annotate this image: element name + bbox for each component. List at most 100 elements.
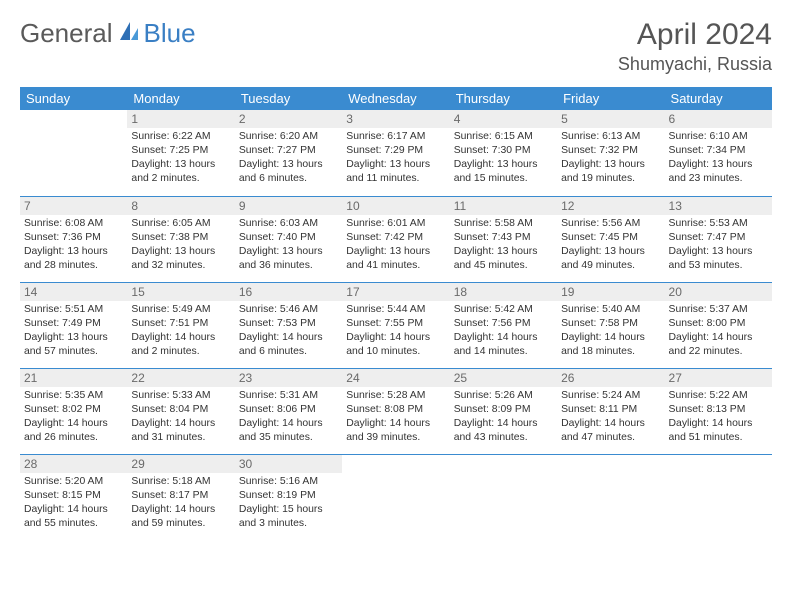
day-info-line: Sunrise: 6:22 AM bbox=[131, 130, 230, 144]
weekday-header: Monday bbox=[127, 87, 234, 110]
day-info-line: Sunset: 7:55 PM bbox=[346, 317, 445, 331]
calendar-day-cell: 23Sunrise: 5:31 AMSunset: 8:06 PMDayligh… bbox=[235, 368, 342, 454]
day-info-line: Sunset: 7:29 PM bbox=[346, 144, 445, 158]
day-info-line: and 15 minutes. bbox=[454, 172, 553, 186]
day-info-line: Daylight: 13 hours bbox=[24, 331, 123, 345]
day-info-line: and 59 minutes. bbox=[131, 517, 230, 531]
day-info-line: Sunset: 8:11 PM bbox=[561, 403, 660, 417]
day-info: Sunrise: 6:08 AMSunset: 7:36 PMDaylight:… bbox=[24, 217, 123, 273]
day-number: 30 bbox=[235, 455, 342, 473]
weekday-header: Thursday bbox=[450, 87, 557, 110]
day-info-line: Sunrise: 6:13 AM bbox=[561, 130, 660, 144]
calendar-day-cell bbox=[557, 454, 664, 540]
day-info-line: Daylight: 14 hours bbox=[561, 417, 660, 431]
calendar-week-row: 7 Sunrise: 6:08 AMSunset: 7:36 PMDaylight… bbox=[20, 196, 772, 282]
day-info-line: Sunset: 8:09 PM bbox=[454, 403, 553, 417]
day-info-line: Sunrise: 6:05 AM bbox=[131, 217, 230, 231]
day-info-line: Daylight: 13 hours bbox=[346, 158, 445, 172]
day-info-line: Sunrise: 6:01 AM bbox=[346, 217, 445, 231]
day-number: 19 bbox=[557, 283, 664, 301]
calendar-day-cell: 9Sunrise: 6:03 AMSunset: 7:40 PMDaylight… bbox=[235, 196, 342, 282]
day-info: Sunrise: 6:20 AMSunset: 7:27 PMDaylight:… bbox=[239, 130, 338, 186]
calendar-day-cell: 12Sunrise: 5:56 AMSunset: 7:45 PMDayligh… bbox=[557, 196, 664, 282]
day-info-line: and 32 minutes. bbox=[131, 259, 230, 273]
day-info-line: and 47 minutes. bbox=[561, 431, 660, 445]
day-info-line: Sunrise: 5:18 AM bbox=[131, 475, 230, 489]
calendar-day-cell: 29Sunrise: 5:18 AMSunset: 8:17 PMDayligh… bbox=[127, 454, 234, 540]
day-info-line: Sunrise: 5:16 AM bbox=[239, 475, 338, 489]
day-info-line: Sunset: 7:32 PM bbox=[561, 144, 660, 158]
day-info-line: and 53 minutes. bbox=[669, 259, 768, 273]
day-info-line: and 6 minutes. bbox=[239, 345, 338, 359]
day-info-line: Daylight: 14 hours bbox=[454, 417, 553, 431]
day-info-line: Sunset: 7:42 PM bbox=[346, 231, 445, 245]
calendar-day-cell: 11 Sunrise: 5:58 AMSunset: 7:43 PMDayligh… bbox=[450, 196, 557, 282]
day-info-line: Sunrise: 5:31 AM bbox=[239, 389, 338, 403]
day-info-line: Daylight: 14 hours bbox=[561, 331, 660, 345]
day-info-line: Daylight: 14 hours bbox=[669, 417, 768, 431]
day-info: Sunrise: 5:42 AMSunset: 7:56 PMDaylight:… bbox=[454, 303, 553, 359]
day-info-line: Daylight: 13 hours bbox=[669, 245, 768, 259]
day-info-line: and 19 minutes. bbox=[561, 172, 660, 186]
calendar-day-cell: 22Sunrise: 5:33 AMSunset: 8:04 PMDayligh… bbox=[127, 368, 234, 454]
day-info-line: Sunrise: 6:10 AM bbox=[669, 130, 768, 144]
day-info-line: and 2 minutes. bbox=[131, 345, 230, 359]
calendar-week-row: 14Sunrise: 5:51 AMSunset: 7:49 PMDayligh… bbox=[20, 282, 772, 368]
day-info: Sunrise: 5:58 AMSunset: 7:43 PMDaylight:… bbox=[454, 217, 553, 273]
title-block: April 2024 Shumyachi, Russia bbox=[618, 18, 772, 75]
day-info-line: and 41 minutes. bbox=[346, 259, 445, 273]
day-info-line: Sunrise: 5:42 AM bbox=[454, 303, 553, 317]
day-number: 12 bbox=[557, 197, 664, 215]
day-info-line: Daylight: 13 hours bbox=[561, 245, 660, 259]
calendar-day-cell: 20Sunrise: 5:37 AMSunset: 8:00 PMDayligh… bbox=[665, 282, 772, 368]
day-info-line: and 49 minutes. bbox=[561, 259, 660, 273]
day-info-line: Daylight: 14 hours bbox=[131, 503, 230, 517]
day-info-line: Sunset: 8:15 PM bbox=[24, 489, 123, 503]
day-info-line: Sunset: 7:47 PM bbox=[669, 231, 768, 245]
day-info-line: Daylight: 13 hours bbox=[131, 245, 230, 259]
day-info-line: and 39 minutes. bbox=[346, 431, 445, 445]
day-info: Sunrise: 5:22 AMSunset: 8:13 PMDaylight:… bbox=[669, 389, 768, 445]
day-info-line: and 45 minutes. bbox=[454, 259, 553, 273]
calendar-week-row: 21Sunrise: 5:35 AMSunset: 8:02 PMDayligh… bbox=[20, 368, 772, 454]
calendar-day-cell: 15Sunrise: 5:49 AMSunset: 7:51 PMDayligh… bbox=[127, 282, 234, 368]
day-info: Sunrise: 5:24 AMSunset: 8:11 PMDaylight:… bbox=[561, 389, 660, 445]
calendar-day-cell: 14Sunrise: 5:51 AMSunset: 7:49 PMDayligh… bbox=[20, 282, 127, 368]
calendar-day-cell: 16Sunrise: 5:46 AMSunset: 7:53 PMDayligh… bbox=[235, 282, 342, 368]
day-info: Sunrise: 5:26 AMSunset: 8:09 PMDaylight:… bbox=[454, 389, 553, 445]
day-info-line: and 28 minutes. bbox=[24, 259, 123, 273]
day-info-line: Sunrise: 5:28 AM bbox=[346, 389, 445, 403]
weekday-header: Saturday bbox=[665, 87, 772, 110]
location-text: Shumyachi, Russia bbox=[618, 54, 772, 75]
calendar-table: Sunday Monday Tuesday Wednesday Thursday… bbox=[20, 87, 772, 540]
day-number: 11 bbox=[450, 197, 557, 215]
day-info-line: Sunset: 7:34 PM bbox=[669, 144, 768, 158]
calendar-day-cell: 3Sunrise: 6:17 AMSunset: 7:29 PMDaylight… bbox=[342, 110, 449, 196]
day-info-line: Daylight: 13 hours bbox=[454, 158, 553, 172]
day-info-line: Sunset: 7:58 PM bbox=[561, 317, 660, 331]
day-info: Sunrise: 5:33 AMSunset: 8:04 PMDaylight:… bbox=[131, 389, 230, 445]
day-number: 7 bbox=[20, 197, 127, 215]
day-info-line: Sunrise: 5:40 AM bbox=[561, 303, 660, 317]
weekday-header: Sunday bbox=[20, 87, 127, 110]
day-info-line: Daylight: 13 hours bbox=[669, 158, 768, 172]
day-number: 21 bbox=[20, 369, 127, 387]
calendar-day-cell bbox=[20, 110, 127, 196]
brand-text-general: General bbox=[20, 18, 113, 49]
brand-text-blue: Blue bbox=[144, 18, 196, 49]
day-info-line: and 43 minutes. bbox=[454, 431, 553, 445]
day-number: 2 bbox=[235, 110, 342, 128]
calendar-day-cell: 30Sunrise: 5:16 AMSunset: 8:19 PMDayligh… bbox=[235, 454, 342, 540]
day-number: 17 bbox=[342, 283, 449, 301]
day-info-line: Sunrise: 5:58 AM bbox=[454, 217, 553, 231]
calendar-day-cell: 19 Sunrise: 5:40 AMSunset: 7:58 PMDayligh… bbox=[557, 282, 664, 368]
day-number: 6 bbox=[665, 110, 772, 128]
day-info-line: and 31 minutes. bbox=[131, 431, 230, 445]
day-info: Sunrise: 5:18 AMSunset: 8:17 PMDaylight:… bbox=[131, 475, 230, 531]
day-info-line: and 35 minutes. bbox=[239, 431, 338, 445]
day-info: Sunrise: 6:03 AMSunset: 7:40 PMDaylight:… bbox=[239, 217, 338, 273]
weekday-header: Friday bbox=[557, 87, 664, 110]
day-info-line: Sunset: 7:30 PM bbox=[454, 144, 553, 158]
day-info-line: Sunset: 7:40 PM bbox=[239, 231, 338, 245]
day-info-line: Sunrise: 5:20 AM bbox=[24, 475, 123, 489]
